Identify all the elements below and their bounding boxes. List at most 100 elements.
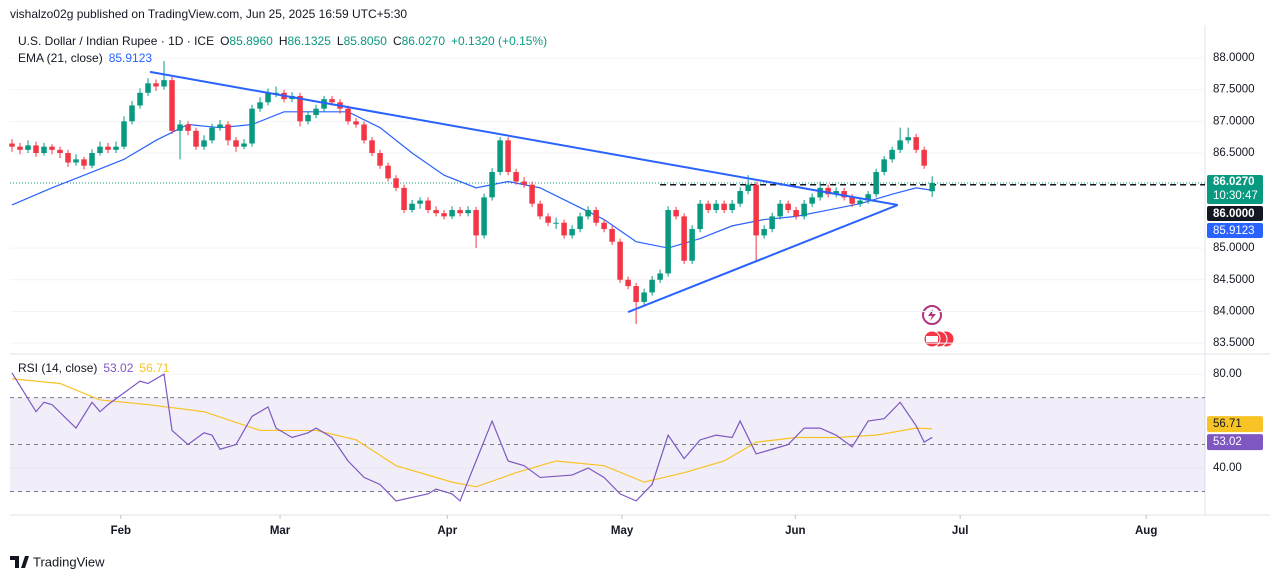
candle-body — [897, 140, 903, 150]
candle-body — [465, 210, 471, 214]
candle-body — [425, 200, 431, 211]
event-icon-bolt — [928, 309, 936, 321]
candle-body — [705, 203, 711, 211]
y-tick-label: 88.0000 — [1213, 52, 1255, 64]
candle-body — [905, 137, 911, 141]
last-price-label: 86.0270 — [1213, 176, 1255, 188]
candle-body — [33, 145, 39, 154]
y-tick-label: 84.5000 — [1213, 274, 1255, 286]
x-tick-label: May — [611, 525, 634, 537]
candle-body — [809, 197, 815, 204]
candle-body — [489, 172, 495, 198]
candle-body — [481, 197, 487, 236]
candle-body — [121, 121, 127, 147]
hline-label: 86.0000 — [1213, 208, 1255, 220]
candle-body — [417, 200, 423, 204]
candle-body — [553, 222, 559, 224]
candle-body — [497, 140, 503, 173]
candle-body — [473, 210, 479, 236]
candle-body — [545, 216, 551, 223]
rsi-line — [11, 378, 933, 488]
candle-body — [657, 273, 663, 280]
candle-body — [433, 210, 439, 214]
candle-body — [585, 210, 591, 217]
series-name: RSI (14, close) — [18, 361, 97, 375]
y-tick-label: 87.0000 — [1213, 115, 1255, 127]
series-name: EMA (21, close) — [18, 51, 103, 65]
logo-mark — [10, 556, 29, 568]
series-value: 53.02 — [103, 361, 133, 375]
rsi-line — [11, 372, 933, 502]
candle-body — [225, 124, 231, 141]
candle-body — [721, 203, 727, 211]
series-value: 56.71 — [139, 361, 169, 375]
y-tick-label: 83.5000 — [1213, 337, 1255, 349]
publish-header: vishalzo02g published on TradingView.com… — [10, 7, 407, 21]
trend-line — [149, 70, 898, 206]
candle-body — [65, 153, 71, 163]
ohlc-key: L — [337, 34, 344, 48]
candle-body — [881, 159, 887, 173]
symbol: U.S. Dollar / Indian Rupee · 1D · ICE — [18, 34, 214, 48]
candle-body — [265, 92, 271, 103]
candle-body — [377, 153, 383, 166]
candle-body — [241, 143, 247, 147]
candle-body — [209, 127, 215, 141]
hline-box — [1207, 205, 1263, 221]
candle-body — [353, 121, 359, 125]
candle-body — [25, 145, 31, 150]
candle-body — [865, 194, 871, 201]
candle-body — [761, 229, 767, 236]
x-tick-label: Apr — [437, 525, 457, 537]
candle-body — [521, 181, 527, 185]
candle-body — [625, 279, 631, 287]
candle-body — [777, 203, 783, 217]
candle-body — [185, 124, 191, 131]
candle-body — [817, 187, 823, 198]
ohlc-key: C — [393, 34, 402, 48]
x-tick-label: Aug — [1135, 525, 1157, 537]
candle-body — [833, 191, 839, 195]
candle-body — [537, 203, 543, 217]
candle-body — [257, 102, 263, 109]
candle-body — [633, 286, 639, 302]
candle-body — [793, 210, 799, 217]
candle-body — [145, 83, 151, 93]
candle-body — [273, 92, 279, 94]
candle-body — [217, 124, 223, 128]
y-tick-label: 86.5000 — [1213, 147, 1255, 159]
value-box-label: 53.02 — [1213, 436, 1242, 448]
candle-body — [345, 108, 351, 122]
candle-body — [745, 184, 751, 192]
candle-body — [577, 216, 583, 230]
value-box — [1207, 434, 1263, 451]
footer-brand: TradingView — [33, 554, 105, 569]
candle-body — [505, 140, 511, 173]
ohlc-value: 85.8050 — [344, 34, 388, 48]
candle-body — [57, 149, 63, 154]
y-tick-label: 80.00 — [1213, 368, 1242, 380]
x-tick-label: Jun — [785, 525, 805, 537]
ohlc-value: 85.8960 — [229, 34, 273, 48]
candle-body — [169, 80, 175, 131]
candle-body — [97, 146, 103, 154]
value-box-label: 56.71 — [1213, 418, 1242, 430]
candle-body — [641, 292, 647, 302]
legend: EMA (21, close) 85.9123 — [18, 51, 152, 65]
ohlc-key: H — [279, 34, 288, 48]
ohlc-value: 86.0270 — [402, 34, 446, 48]
candle-body — [873, 172, 879, 195]
candle-body — [753, 184, 759, 236]
candle-body — [249, 108, 255, 144]
candle-body — [305, 114, 311, 122]
x-tick-label: Jul — [952, 525, 969, 537]
footer-logo[interactable]: TradingView — [10, 554, 105, 569]
last-price-box — [1207, 174, 1263, 204]
candle-body — [41, 146, 47, 154]
candle-body — [737, 191, 743, 204]
y-tick-label: 40.00 — [1213, 462, 1242, 474]
candle-body — [529, 184, 535, 204]
candle-body — [569, 229, 575, 236]
